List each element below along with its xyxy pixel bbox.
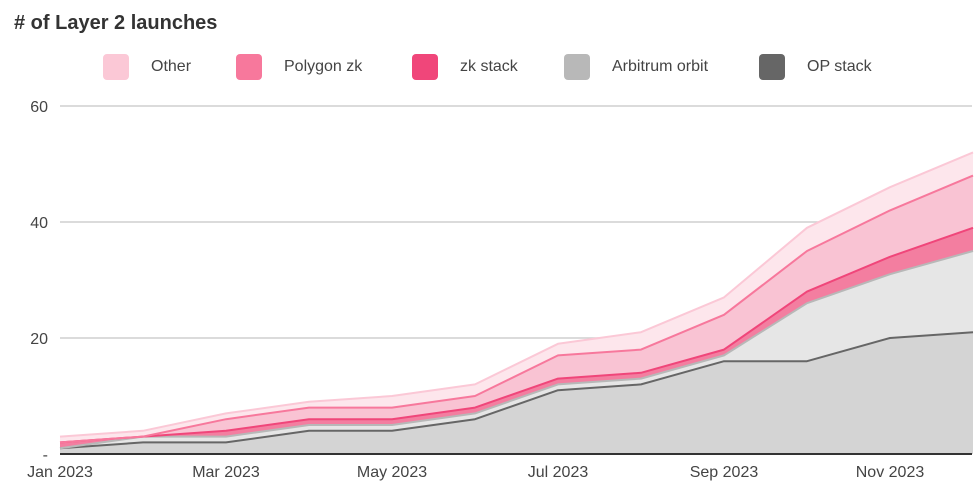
y-tick-label: -: [43, 447, 48, 464]
legend-label: Polygon zk: [284, 58, 363, 75]
x-tick-label: Jul 2023: [528, 464, 589, 481]
legend-swatch: [759, 54, 785, 80]
legend-label: Other: [151, 58, 192, 75]
x-tick-label: Nov 2023: [856, 464, 925, 481]
x-tick-label: May 2023: [357, 464, 427, 481]
line-arbitrum-orbit: [59, 250, 974, 450]
line-polygon-zk: [59, 174, 974, 444]
legend-label: Arbitrum orbit: [612, 58, 709, 75]
axes: 60 40 20 -Jan 2023 Mar 2023 May 2023 Jul 2023 S…: [27, 99, 972, 481]
legend-swatch: [236, 54, 262, 80]
area-polygon-zk: [60, 175, 973, 443]
x-tick-label: Jan 2023: [27, 464, 93, 481]
line-zk-stack: [59, 226, 974, 444]
chart-title: # of Layer 2 launches: [14, 12, 218, 34]
line-op-stack: [59, 331, 974, 450]
legend-label: OP stack: [807, 58, 872, 75]
legend: Other Polygon zk zk stack Arbitrum orbit OP …: [0, 52, 977, 82]
legend-item-polygon-zk[interactable]: Polygon zk: [236, 52, 362, 82]
legend-item-zk-stack[interactable]: zk stack: [412, 52, 518, 82]
legend-item-op-stack[interactable]: OP stack: [759, 52, 872, 82]
legend-label: zk stack: [460, 58, 518, 75]
area-series: [60, 152, 973, 454]
legend-item-other[interactable]: Other: [103, 52, 191, 82]
legend-item-arbitrum-orbit[interactable]: Arbitrum orbit: [564, 52, 708, 82]
area-op-stack: [60, 332, 973, 454]
x-tick-label: Mar 2023: [192, 464, 260, 481]
legend-swatch: [412, 54, 438, 80]
y-tick-label: 60: [30, 99, 48, 116]
legend-swatch: [103, 54, 129, 80]
y-tick-label: 20: [30, 331, 48, 348]
line-other: [59, 151, 974, 438]
series-lines: [59, 151, 974, 450]
x-tick-label: Sep 2023: [690, 464, 759, 481]
area-arbitrum-orbit: [60, 251, 973, 449]
legend-swatch: [564, 54, 590, 80]
y-tick-label: 40: [30, 215, 48, 232]
